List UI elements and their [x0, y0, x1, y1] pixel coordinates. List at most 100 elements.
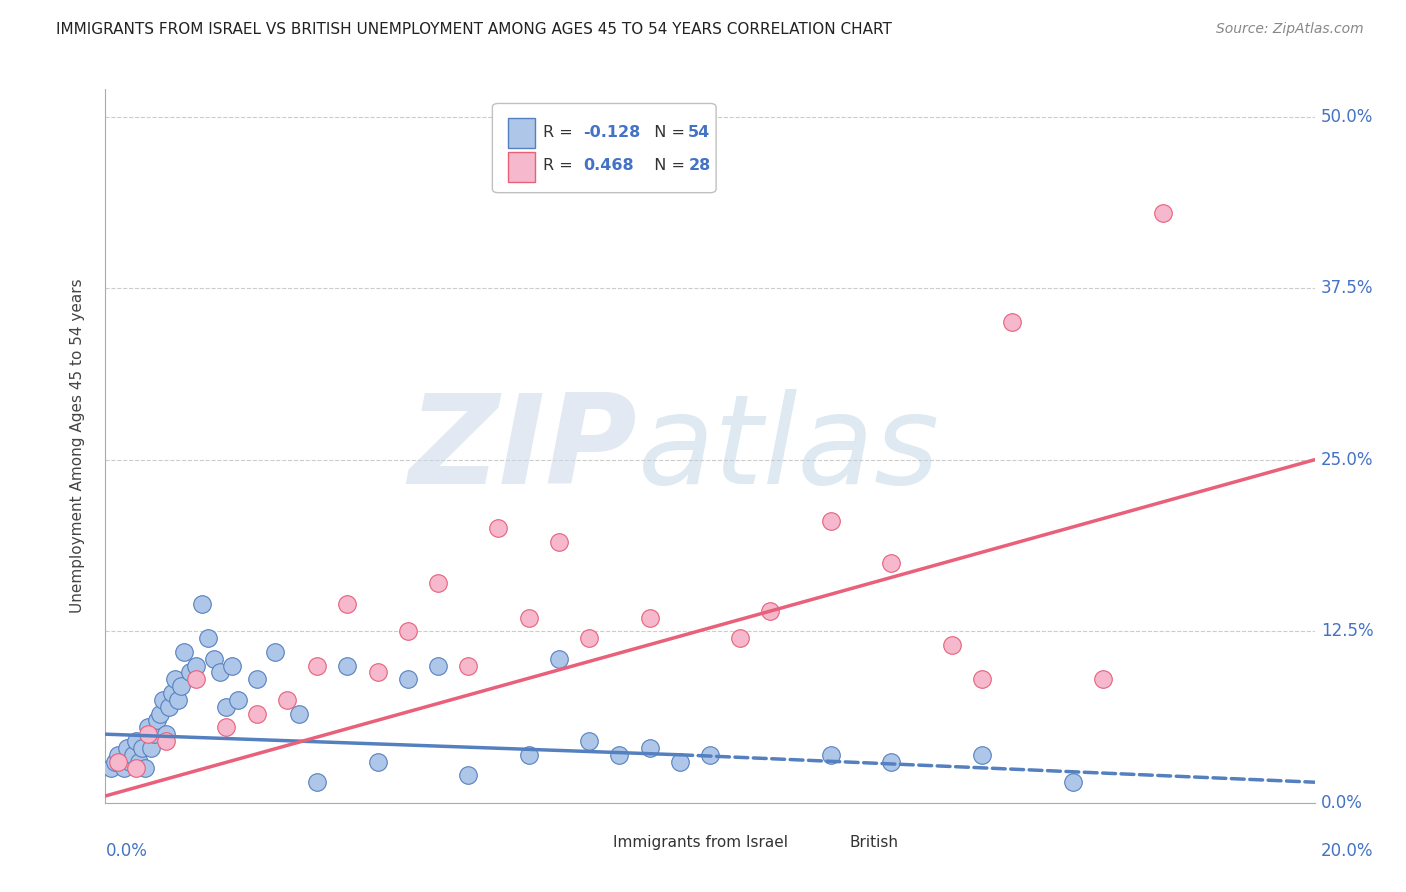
Text: ZIP: ZIP — [409, 389, 637, 510]
Point — [112, 762, 135, 776]
Point — [103, 755, 125, 769]
Point — [146, 714, 169, 728]
Point — [186, 673, 208, 687]
Point — [699, 747, 721, 762]
Point — [972, 673, 994, 687]
Point — [457, 768, 479, 782]
Point — [100, 762, 122, 776]
Point — [221, 658, 243, 673]
Point — [638, 740, 661, 755]
Point — [288, 706, 311, 721]
Point — [246, 706, 269, 721]
Point — [179, 665, 201, 680]
Point — [880, 755, 903, 769]
Point — [820, 747, 842, 762]
Bar — [508, 119, 534, 148]
Text: Source: ZipAtlas.com: Source: ZipAtlas.com — [1216, 22, 1364, 37]
Text: atlas: atlas — [637, 389, 939, 510]
Point — [307, 775, 329, 789]
Text: 25.0%: 25.0% — [1320, 450, 1374, 468]
Point — [427, 658, 450, 673]
Point — [366, 755, 388, 769]
Point — [820, 515, 842, 529]
Point — [209, 665, 232, 680]
Text: 12.5%: 12.5% — [1320, 623, 1374, 640]
Bar — [807, 833, 841, 851]
Point — [149, 706, 172, 721]
Point — [669, 755, 692, 769]
Point — [191, 597, 214, 611]
Point — [139, 740, 162, 755]
Point — [155, 727, 177, 741]
Point — [517, 610, 540, 624]
Point — [202, 651, 225, 665]
Point — [131, 740, 153, 755]
Point — [228, 693, 250, 707]
Point — [609, 747, 631, 762]
Point — [366, 665, 388, 680]
Text: IMMIGRANTS FROM ISRAEL VS BRITISH UNEMPLOYMENT AMONG AGES 45 TO 54 YEARS CORRELA: IMMIGRANTS FROM ISRAEL VS BRITISH UNEMPL… — [56, 22, 893, 37]
Point — [160, 686, 183, 700]
Point — [263, 645, 285, 659]
Text: 50.0%: 50.0% — [1320, 108, 1374, 126]
Point — [136, 720, 159, 734]
Point — [1092, 673, 1115, 687]
Point — [124, 734, 148, 748]
Point — [427, 576, 450, 591]
Text: R =: R = — [543, 125, 578, 139]
Text: British: British — [849, 835, 898, 849]
Point — [972, 747, 994, 762]
Point — [276, 693, 298, 707]
Point — [128, 755, 150, 769]
Text: 28: 28 — [689, 158, 710, 173]
FancyBboxPatch shape — [492, 103, 716, 193]
Point — [215, 720, 238, 734]
Point — [134, 762, 156, 776]
Y-axis label: Unemployment Among Ages 45 to 54 years: Unemployment Among Ages 45 to 54 years — [70, 278, 84, 614]
Point — [578, 734, 600, 748]
Text: 0.0%: 0.0% — [1320, 794, 1362, 812]
Point — [142, 727, 165, 741]
Text: Immigrants from Israel: Immigrants from Israel — [613, 835, 789, 849]
Point — [457, 658, 479, 673]
Text: N =: N = — [644, 125, 690, 139]
Text: 20.0%: 20.0% — [1320, 842, 1374, 860]
Point — [155, 734, 177, 748]
Point — [548, 535, 571, 549]
Point — [215, 699, 238, 714]
Point — [1001, 316, 1024, 330]
Point — [136, 727, 159, 741]
Point — [396, 673, 419, 687]
Point — [246, 673, 269, 687]
Point — [167, 693, 190, 707]
Point — [336, 658, 359, 673]
Point — [759, 604, 782, 618]
Text: N =: N = — [644, 158, 690, 173]
Point — [152, 693, 174, 707]
Point — [941, 638, 963, 652]
Text: -0.128: -0.128 — [583, 125, 640, 139]
Bar — [571, 833, 605, 851]
Point — [638, 610, 661, 624]
Point — [578, 631, 600, 645]
Point — [173, 645, 195, 659]
Point — [121, 747, 143, 762]
Point — [197, 631, 219, 645]
Point — [157, 699, 180, 714]
Text: R =: R = — [543, 158, 578, 173]
Point — [517, 747, 540, 762]
Text: 0.0%: 0.0% — [105, 842, 148, 860]
Point — [307, 658, 329, 673]
Point — [186, 658, 208, 673]
Point — [110, 755, 132, 769]
Point — [107, 747, 129, 762]
Text: 37.5%: 37.5% — [1320, 279, 1374, 297]
Point — [163, 673, 186, 687]
Text: 0.468: 0.468 — [583, 158, 634, 173]
Point — [118, 755, 141, 769]
Point — [396, 624, 419, 639]
Bar — [508, 152, 534, 182]
Point — [1062, 775, 1084, 789]
Point — [880, 556, 903, 570]
Point — [548, 651, 571, 665]
